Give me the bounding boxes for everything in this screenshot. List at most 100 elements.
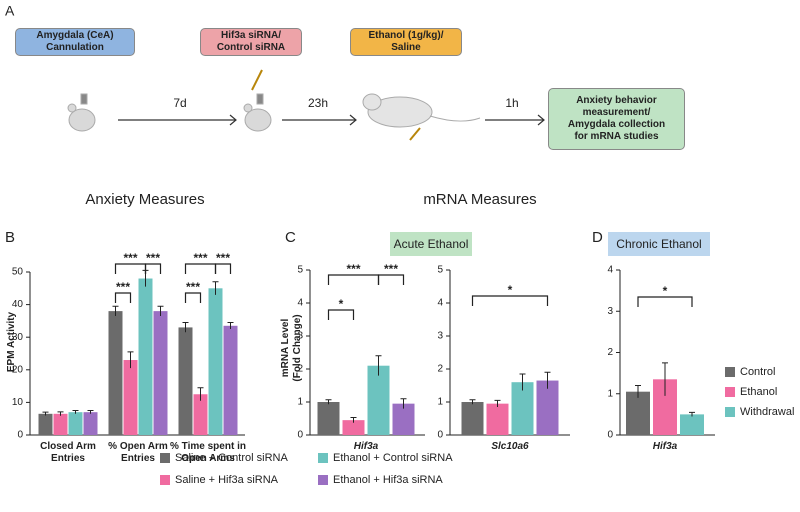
bar [367, 365, 390, 435]
significance-label: *** [346, 262, 360, 276]
significance-label: *** [216, 251, 230, 265]
bar [68, 412, 83, 435]
error-bar [212, 281, 219, 295]
x-tick-label: Hif3a [353, 441, 379, 452]
significance-bracket [327, 274, 380, 285]
error-bar [494, 399, 501, 407]
significance-label: *** [384, 262, 398, 276]
significance-bracket [184, 292, 202, 303]
y-tick-label: 0 [17, 430, 23, 441]
bar [317, 402, 340, 435]
error-bar [400, 398, 407, 409]
significance-bracket [114, 263, 147, 274]
bar [392, 403, 415, 435]
legend-swatch [160, 453, 170, 463]
error-bar [182, 322, 189, 333]
y-tick-label: 3 [297, 331, 303, 342]
error-bar [72, 410, 79, 414]
x-tick-label: Hif3a [652, 441, 678, 452]
error-bar [375, 355, 382, 376]
legend-swatch [725, 407, 735, 417]
bar [461, 402, 484, 435]
significance-label: *** [146, 251, 160, 265]
error-bar [112, 305, 119, 317]
panel-label: C [285, 229, 296, 246]
y-tick-label: 2 [297, 364, 303, 375]
y-tick-label: 5 [297, 265, 303, 276]
legend-swatch [318, 475, 328, 485]
x-tick-label: % Time spent in Open Arms [170, 441, 246, 464]
y-axis-label: mRNA Level (Fold Change) [280, 314, 303, 382]
significance-label: * [663, 284, 668, 298]
significance-bracket [184, 263, 217, 274]
legend-swatch [318, 453, 328, 463]
interval-label: 23h [308, 96, 328, 110]
step-box: Hif3a siRNA/ Control siRNA [200, 28, 302, 56]
y-tick-label: 20 [12, 364, 24, 375]
error-bar [635, 385, 641, 398]
bar [193, 394, 208, 435]
bar [342, 420, 365, 435]
y-tick-label: 30 [12, 332, 24, 343]
error-bar [127, 351, 134, 369]
error-bar [469, 399, 476, 405]
y-tick-label: 4 [607, 265, 613, 276]
y-tick-label: 0 [437, 430, 443, 441]
y-tick-label: 2 [607, 347, 613, 358]
interval-label: 1h [505, 96, 518, 110]
legend-label: Ethanol [740, 386, 777, 398]
error-bar [689, 411, 695, 417]
legend-swatch [160, 475, 170, 485]
bar [83, 412, 98, 435]
x-tick-label: % Open Arm Entries [108, 441, 168, 464]
arrow [118, 114, 545, 126]
mouse-icon [243, 69, 272, 132]
error-bar [544, 371, 551, 389]
bar [53, 413, 68, 435]
error-bar [42, 411, 49, 416]
interval-label: 7d [173, 96, 186, 110]
y-tick-label: 5 [437, 265, 443, 276]
y-tick-label: 40 [12, 299, 24, 310]
bar [108, 311, 123, 435]
bar [626, 391, 650, 435]
y-tick-label: 10 [12, 397, 24, 408]
significance-bracket [637, 296, 693, 307]
y-tick-label: 3 [437, 331, 443, 342]
bar [223, 325, 238, 435]
bar [680, 414, 704, 435]
y-tick-label: 1 [607, 388, 613, 399]
outcome-box: Anxiety behavior measurement/ Amygdala c… [548, 88, 685, 150]
significance-label: *** [193, 251, 207, 265]
error-bar [57, 411, 64, 416]
y-tick-label: 4 [297, 298, 303, 309]
bar [38, 413, 53, 435]
y-tick-label: 0 [297, 430, 303, 441]
y-tick-label: 3 [607, 306, 613, 317]
legend-swatch [725, 367, 735, 377]
significance-bracket [327, 309, 355, 320]
significance-label: *** [123, 251, 137, 265]
error-bar [350, 417, 357, 423]
legend-label: Ethanol + Hif3a siRNA [333, 474, 443, 486]
panel-label: A [5, 3, 15, 19]
significance-bracket [377, 274, 405, 285]
significance-label: *** [116, 280, 130, 294]
bar [153, 311, 168, 435]
error-bar [519, 373, 526, 391]
y-tick-label: 0 [607, 430, 613, 441]
error-bar [157, 305, 164, 317]
legend-label: Withdrawal [740, 406, 794, 418]
bar [208, 288, 223, 435]
mouse-icon [362, 93, 481, 141]
significance-bracket [471, 295, 549, 306]
bar [486, 403, 509, 435]
x-tick-label: Closed Arm Entries [40, 441, 96, 464]
error-bar [197, 387, 204, 401]
error-bar [227, 322, 234, 330]
legend-label: Ethanol + Control siRNA [333, 452, 453, 464]
bar [178, 327, 193, 435]
legend-label: Saline + Hif3a siRNA [175, 474, 279, 486]
